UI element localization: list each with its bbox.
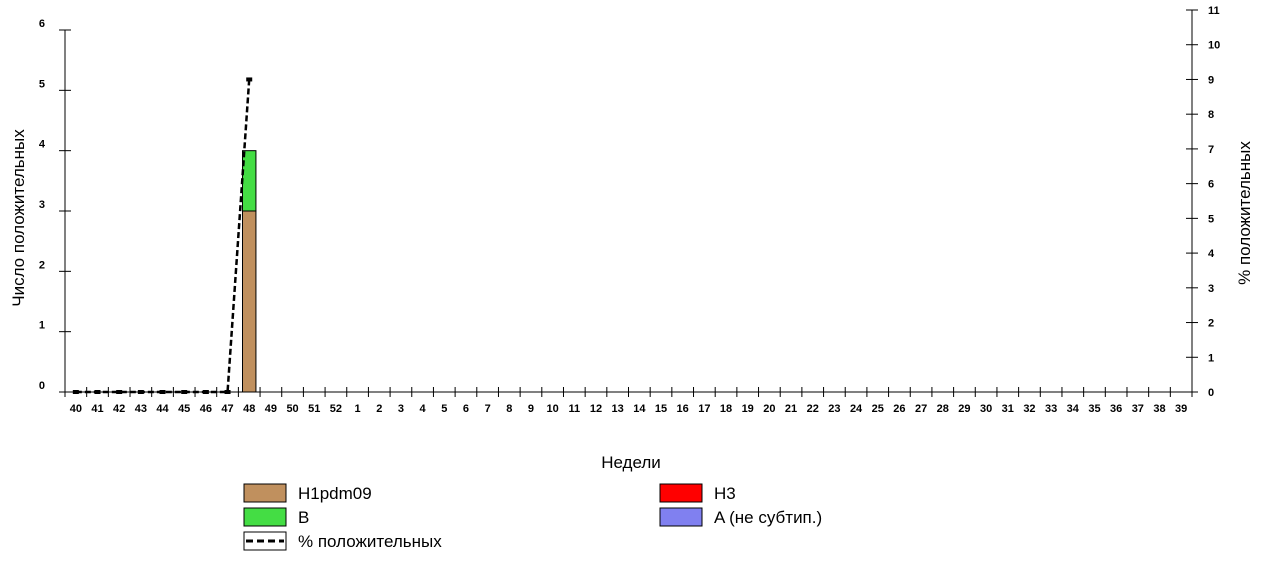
y-tick-label: 3	[39, 199, 45, 211]
x-tick-label: 23	[828, 403, 840, 415]
x-tick-label: 37	[1132, 403, 1144, 415]
x-tick-label: 47	[221, 403, 233, 415]
legend-label: B	[298, 508, 309, 527]
bar-b-48	[242, 150, 257, 212]
plot-area	[72, 77, 257, 394]
legend-swatch-h3	[659, 483, 703, 503]
y2-tick-label: 0	[1208, 387, 1214, 399]
x-tick-label: 31	[1002, 403, 1014, 415]
x-tick-label: 24	[850, 403, 863, 415]
x-tick-label: 21	[785, 403, 797, 415]
x-tick-label: 19	[742, 403, 754, 415]
x-tick-label: 14	[633, 403, 646, 415]
x-tick-label: 48	[243, 403, 255, 415]
x-tick-label: 44	[156, 403, 169, 415]
x-tick-label: 52	[330, 403, 342, 415]
y2-tick-label: 3	[1208, 283, 1214, 295]
x-tick-label: 1	[355, 403, 361, 415]
x-tick-label: 40	[70, 403, 82, 415]
legend-label: H3	[714, 484, 736, 503]
legend-swatch-a	[659, 507, 703, 527]
x-tick-label: 7	[485, 403, 491, 415]
x-tick-label: 26	[893, 403, 905, 415]
x-tick-label: 15	[655, 403, 667, 415]
x-tick-label: 50	[286, 403, 298, 415]
x-tick-label: 11	[568, 403, 580, 415]
legend: H1pdm09 H3 B A (не субтип.) % положительных	[243, 483, 822, 551]
y2-tick-label: 9	[1208, 74, 1214, 86]
x-tick-label: 46	[200, 403, 212, 415]
legend-label: A (не субтип.)	[714, 508, 822, 527]
y-tick-label: 5	[39, 78, 45, 90]
x-tick-label: 25	[872, 403, 884, 415]
y-tick-label: 0	[39, 380, 45, 392]
x-tick-label: 9	[528, 403, 534, 415]
x-tick-label: 28	[937, 403, 949, 415]
y-tick-label: 4	[39, 139, 46, 151]
x-tick-label: 18	[720, 403, 732, 415]
x-tick-label: 39	[1175, 403, 1187, 415]
x-tick-label: 42	[113, 403, 125, 415]
x-tick-label: 5	[441, 403, 447, 415]
x-tick-label: 22	[807, 403, 819, 415]
x-tick-label: 16	[677, 403, 689, 415]
x-tick-label: 43	[135, 403, 147, 415]
y-tick-label: 6	[39, 18, 45, 30]
x-tick-label: 29	[958, 403, 970, 415]
y2-tick-label: 6	[1208, 179, 1214, 191]
x-tick-label: 51	[308, 403, 320, 415]
x-tick-label: 20	[763, 403, 775, 415]
x-tick-label: 36	[1110, 403, 1122, 415]
x-tick-label: 2	[376, 403, 382, 415]
y2-tick-label: 8	[1208, 109, 1214, 121]
x-axis-title: Недели	[601, 453, 661, 472]
y2-tick-label: 2	[1208, 318, 1214, 330]
x-tick-label: 34	[1067, 403, 1080, 415]
y2-axis-title: % положительных	[1235, 141, 1254, 285]
axes: 40 41 42 43 44 45 46 47 48 49 50 51 52 1 2 3 4 5 6 7 8 9 10 11 1…	[39, 5, 1220, 415]
x-tick-label: 35	[1088, 403, 1100, 415]
legend-label: H1pdm09	[298, 484, 372, 503]
x-tick-label: 33	[1045, 403, 1057, 415]
x-tick-label: 41	[91, 403, 103, 415]
y2-tick-label: 7	[1208, 144, 1214, 156]
x-tick-label: 17	[698, 403, 710, 415]
legend-swatch-line-box	[243, 531, 287, 551]
y2-tick-label: 11	[1208, 5, 1220, 17]
x-tick-label: 10	[547, 403, 559, 415]
y2-tick-label: 10	[1208, 40, 1220, 52]
x-tick-label: 6	[463, 403, 469, 415]
x-tick-label: 27	[915, 403, 927, 415]
y2-tick-label: 1	[1208, 352, 1214, 364]
legend-label: % положительных	[298, 532, 442, 551]
x-tick-label: 3	[398, 403, 404, 415]
y-axis-title: Число положительных	[9, 129, 28, 307]
legend-swatch-h1pdm09	[243, 483, 287, 503]
bar-h1pdm09-48	[242, 210, 257, 393]
percent-point-48	[246, 77, 253, 82]
x-tick-label: 32	[1023, 403, 1035, 415]
x-tick-label: 49	[265, 403, 277, 415]
y2-tick-label: 5	[1208, 213, 1214, 225]
x-tick-label: 13	[612, 403, 624, 415]
y-tick-label: 2	[39, 259, 45, 271]
x-tick-label: 38	[1153, 403, 1165, 415]
x-tick-label: 8	[506, 403, 512, 415]
x-tick-label: 4	[420, 403, 427, 415]
y2-tick-label: 4	[1208, 248, 1215, 260]
x-tick-label: 45	[178, 403, 190, 415]
percent-positive-line	[75, 79, 251, 394]
y-tick-label: 1	[39, 320, 45, 332]
legend-swatch-b	[243, 507, 287, 527]
x-tick-label: 30	[980, 403, 992, 415]
x-tick-label: 12	[590, 403, 602, 415]
